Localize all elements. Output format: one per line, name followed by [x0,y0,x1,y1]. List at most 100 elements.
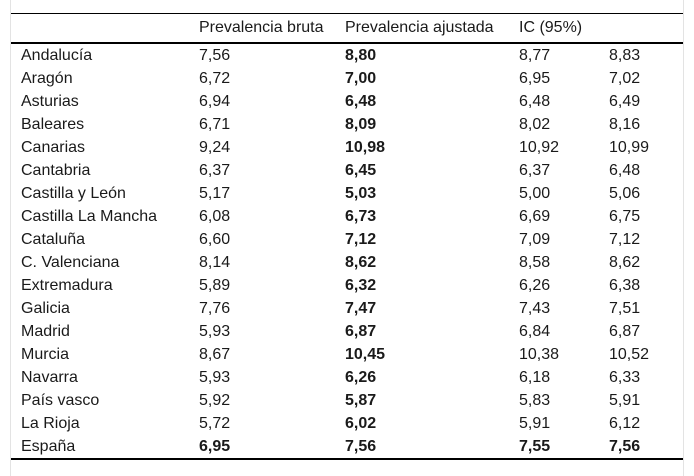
bruta-cell: 5,93 [199,368,231,386]
ic-high-cell: 7,51 [609,299,641,317]
table-row: Madrid 5,93 6,87 6,84 6,87 [11,320,683,343]
ic-low-cell: 6,18 [519,368,551,386]
bruta-cell: 5,93 [199,322,231,340]
table-row: Canarias 9,24 10,98 10,92 10,99 [11,136,683,159]
bruta-cell: 9,24 [199,138,231,156]
prevalence-table: Prevalencia bruta Prevalencia ajustada I… [11,13,683,460]
ic-high-cell: 5,06 [609,184,641,202]
ic-high-cell: 8,83 [609,46,641,64]
ic-low-cell: 5,83 [519,391,551,409]
ic-low-cell: 6,37 [519,161,551,179]
region-column-header [11,13,199,44]
table-header-row: Prevalencia bruta Prevalencia ajustada I… [11,13,683,44]
ic-low-cell: 8,77 [519,46,551,64]
region-cell: Extremadura [21,276,113,294]
bruta-cell: 8,14 [199,253,231,271]
ic-column-header: IC (95%) [519,13,683,44]
region-cell: Galicia [21,299,70,317]
bruta-cell: 5,89 [199,276,231,294]
table-row: Cataluña 6,60 7,12 7,09 7,12 [11,228,683,251]
ajustada-cell: 6,02 [345,414,377,432]
ajustada-cell: 6,73 [345,207,377,225]
ic-low-cell: 5,91 [519,414,551,432]
bruta-cell: 6,71 [199,115,231,133]
ic-low-cell: 7,55 [519,437,551,455]
bruta-cell: 6,60 [199,230,231,248]
ic-high-cell: 6,49 [609,92,641,110]
ajustada-cell: 10,45 [345,345,386,363]
table-row: Andalucía 7,56 8,80 8,77 8,83 [11,43,683,67]
ic-low-cell: 10,38 [519,345,560,363]
region-cell: Cataluña [21,230,86,248]
region-cell: Murcia [21,345,70,363]
table-row: Asturias 6,94 6,48 6,48 6,49 [11,90,683,113]
ic-low-cell: 8,58 [519,253,551,271]
ajustada-cell: 6,45 [345,161,377,179]
table-row: Cantabria 6,37 6,45 6,37 6,48 [11,159,683,182]
ajustada-cell: 6,87 [345,322,377,340]
ic-low-cell: 6,69 [519,207,551,225]
bruta-cell: 6,95 [199,437,231,455]
ajustada-cell: 8,80 [345,46,377,64]
ic-high-cell: 6,48 [609,161,641,179]
table-row: Murcia 8,67 10,45 10,38 10,52 [11,343,683,366]
table-row: España 6,95 7,56 7,55 7,56 [11,435,683,459]
table-row: La Rioja 5,72 6,02 5,91 6,12 [11,412,683,435]
ic-high-cell: 7,56 [609,437,641,455]
region-cell: Canarias [21,138,86,156]
ic-low-cell: 6,84 [519,322,551,340]
region-cell: País vasco [21,391,100,409]
figure-frame: Prevalencia bruta Prevalencia ajustada I… [10,0,684,476]
ajustada-cell: 7,47 [345,299,377,317]
region-cell: Aragón [21,69,73,87]
region-cell: La Rioja [21,414,80,432]
bruta-cell: 8,67 [199,345,231,363]
ic-high-cell: 6,38 [609,276,641,294]
ic-low-cell: 6,26 [519,276,551,294]
bruta-cell: 5,72 [199,414,231,432]
ajustada-cell: 5,03 [345,184,377,202]
ic-high-cell: 5,91 [609,391,641,409]
bruta-cell: 5,17 [199,184,231,202]
ic-high-cell: 6,75 [609,207,641,225]
bruta-column-header: Prevalencia bruta [199,13,345,44]
ic-high-cell: 8,62 [609,253,641,271]
region-cell: Baleares [21,115,85,133]
region-cell: Asturias [21,92,79,110]
ajustada-cell: 6,26 [345,368,377,386]
table-row: C. Valenciana 8,14 8,62 8,58 8,62 [11,251,683,274]
ajustada-cell: 10,98 [345,138,386,156]
ajustada-cell: 6,32 [345,276,377,294]
ajustada-cell: 8,62 [345,253,377,271]
table-row: Castilla La Mancha 6,08 6,73 6,69 6,75 [11,205,683,228]
ic-low-cell: 6,95 [519,69,551,87]
region-cell: Cantabria [21,161,91,179]
table-row: Baleares 6,71 8,09 8,02 8,16 [11,113,683,136]
bruta-cell: 6,08 [199,207,231,225]
ic-high-cell: 8,16 [609,115,641,133]
ic-low-cell: 10,92 [519,138,560,156]
table-row: Extremadura 5,89 6,32 6,26 6,38 [11,274,683,297]
table-row: Galicia 7,76 7,47 7,43 7,51 [11,297,683,320]
ic-low-cell: 7,43 [519,299,551,317]
bruta-cell: 5,92 [199,391,231,409]
bruta-cell: 6,94 [199,92,231,110]
region-cell: Madrid [21,322,70,340]
ic-high-cell: 6,12 [609,414,641,432]
ajustada-cell: 7,00 [345,69,377,87]
table-row: Castilla y León 5,17 5,03 5,00 5,06 [11,182,683,205]
ic-high-cell: 7,02 [609,69,641,87]
ajustada-column-header: Prevalencia ajustada [345,13,519,44]
ajustada-cell: 7,56 [345,437,377,455]
ic-high-cell: 7,12 [609,230,641,248]
ajustada-cell: 5,87 [345,391,377,409]
bruta-cell: 7,76 [199,299,231,317]
bruta-cell: 7,56 [199,46,231,64]
ajustada-cell: 6,48 [345,92,377,110]
table-row: Aragón 6,72 7,00 6,95 7,02 [11,67,683,90]
region-cell: Andalucía [21,46,93,64]
ic-high-cell: 10,52 [609,345,650,363]
ic-low-cell: 7,09 [519,230,551,248]
region-cell: Castilla y León [21,184,126,202]
